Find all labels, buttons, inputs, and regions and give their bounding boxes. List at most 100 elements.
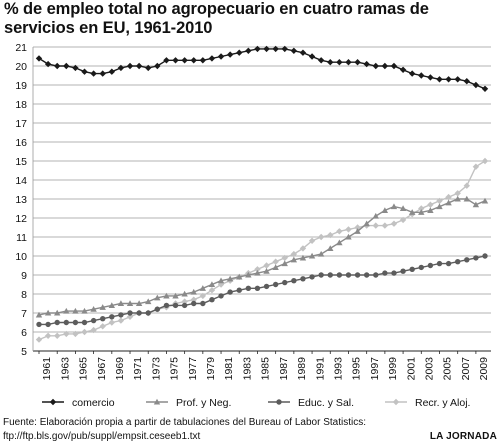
- x-tick-label: 1983: [241, 357, 253, 381]
- legend-marker-educ-y-sal: [276, 399, 282, 405]
- data-point-comercio: [436, 76, 443, 83]
- data-point-educ-y-sal: [327, 272, 333, 278]
- data-point-recr-y-aloj: [472, 163, 480, 170]
- y-tick-label: 10: [15, 251, 27, 263]
- legend-item-recr-y-aloj: Recr. y Aloj.: [385, 397, 470, 409]
- legend-item-comercio: comercio: [42, 397, 115, 409]
- data-point-prof-y-neg: [308, 252, 316, 259]
- data-point-comercio: [308, 53, 316, 60]
- x-tick-label: 1999: [387, 357, 399, 381]
- brand-logo: LA JORNADA: [429, 431, 497, 442]
- data-point-comercio: [135, 62, 143, 70]
- data-point-prof-y-neg: [99, 304, 106, 310]
- data-point-educ-y-sal: [363, 272, 370, 278]
- data-point-prof-y-neg: [163, 292, 170, 299]
- data-point-educ-y-sal: [473, 255, 479, 261]
- data-point-educ-y-sal: [154, 306, 161, 312]
- data-point-recr-y-aloj: [299, 245, 307, 252]
- y-tick-label: 5: [21, 346, 27, 358]
- legend-label-comercio: comercio: [72, 397, 115, 409]
- data-point-prof-y-neg: [327, 245, 334, 251]
- data-point-comercio: [145, 64, 152, 72]
- data-point-educ-y-sal: [45, 321, 51, 328]
- data-point-educ-y-sal: [145, 310, 151, 316]
- legend-marker-recr-y-aloj: [392, 398, 400, 406]
- data-point-recr-y-aloj: [72, 330, 79, 338]
- data-point-recr-y-aloj: [54, 332, 61, 339]
- y-tick-label: 11: [16, 232, 27, 244]
- data-point-recr-y-aloj: [317, 233, 325, 241]
- data-point-educ-y-sal: [172, 302, 179, 309]
- data-point-educ-y-sal: [282, 279, 288, 286]
- x-tick-label: 2001: [405, 357, 417, 381]
- x-tick-label: 1993: [332, 357, 344, 381]
- data-point-recr-y-aloj: [390, 220, 398, 227]
- data-point-prof-y-neg: [463, 195, 470, 202]
- data-point-comercio: [90, 70, 97, 77]
- data-point-prof-y-neg: [372, 212, 379, 219]
- data-point-educ-y-sal: [181, 302, 188, 309]
- data-point-comercio: [463, 78, 470, 85]
- data-point-comercio: [163, 57, 170, 64]
- data-point-prof-y-neg: [199, 285, 207, 291]
- y-tick-label: 18: [15, 99, 27, 111]
- data-point-educ-y-sal: [127, 310, 133, 316]
- data-point-recr-y-aloj: [63, 330, 70, 338]
- data-point-prof-y-neg: [454, 195, 461, 202]
- source-line-2: ftp://ftp.bls.gov/pub/suppl/empsit.cesee…: [3, 431, 201, 442]
- data-point-educ-y-sal: [445, 260, 452, 267]
- data-point-recr-y-aloj: [308, 237, 316, 244]
- data-point-recr-y-aloj: [427, 201, 434, 208]
- data-point-prof-y-neg: [390, 203, 398, 210]
- data-point-educ-y-sal: [400, 268, 406, 274]
- x-tick-label: 1981: [223, 357, 235, 381]
- y-tick-label: 14: [15, 175, 27, 187]
- data-point-educ-y-sal: [36, 321, 42, 328]
- data-point-comercio: [245, 47, 252, 54]
- data-point-educ-y-sal: [209, 297, 215, 303]
- y-tick-label: 13: [15, 194, 27, 206]
- y-tick-label: 12: [15, 213, 27, 225]
- data-point-recr-y-aloj: [381, 222, 389, 229]
- data-point-educ-y-sal: [81, 319, 88, 326]
- data-point-prof-y-neg: [54, 309, 61, 316]
- data-point-educ-y-sal: [245, 285, 252, 291]
- data-point-comercio: [427, 74, 434, 81]
- legend-label-educ-y-sal: Educ. y Sal.: [298, 397, 354, 409]
- chart-title: % de empleo total no agropecuario en cua…: [4, 0, 429, 37]
- data-point-educ-y-sal: [391, 270, 397, 276]
- data-point-prof-y-neg: [245, 271, 252, 278]
- x-tick-label: 1991: [314, 357, 326, 381]
- data-point-comercio: [217, 53, 225, 60]
- data-point-prof-y-neg: [145, 298, 152, 305]
- data-point-educ-y-sal: [464, 257, 470, 263]
- data-point-prof-y-neg: [354, 228, 361, 234]
- data-point-recr-y-aloj: [126, 313, 134, 320]
- data-point-prof-y-neg: [418, 209, 425, 215]
- data-point-prof-y-neg: [336, 239, 343, 246]
- data-point-prof-y-neg: [427, 207, 434, 213]
- data-point-comercio: [190, 57, 197, 64]
- data-point-recr-y-aloj: [272, 258, 279, 265]
- data-point-prof-y-neg: [299, 254, 307, 261]
- data-point-comercio: [172, 57, 179, 64]
- y-tick-label: 9: [21, 270, 27, 282]
- data-point-recr-y-aloj: [445, 193, 452, 201]
- source-footnote: Fuente: Elaboración propia a partir de t…: [3, 416, 423, 444]
- series-recr-y-aloj: [35, 157, 489, 343]
- legend-label-recr-y-aloj: Recr. y Aloj.: [415, 397, 470, 409]
- data-point-educ-y-sal: [236, 287, 242, 293]
- data-point-educ-y-sal: [427, 262, 434, 269]
- data-point-educ-y-sal: [218, 293, 224, 299]
- data-point-prof-y-neg: [481, 197, 489, 204]
- data-point-recr-y-aloj: [208, 287, 216, 294]
- legend-label-prof-y-neg: Prof. y Neg.: [176, 397, 231, 409]
- data-point-educ-y-sal: [300, 276, 306, 282]
- data-point-comercio: [199, 57, 207, 64]
- y-tick-label: 16: [15, 137, 27, 149]
- data-point-prof-y-neg: [445, 199, 452, 206]
- data-point-recr-y-aloj: [290, 250, 298, 258]
- data-point-educ-y-sal: [263, 283, 270, 290]
- data-point-prof-y-neg: [135, 300, 143, 307]
- data-point-recr-y-aloj: [35, 336, 43, 343]
